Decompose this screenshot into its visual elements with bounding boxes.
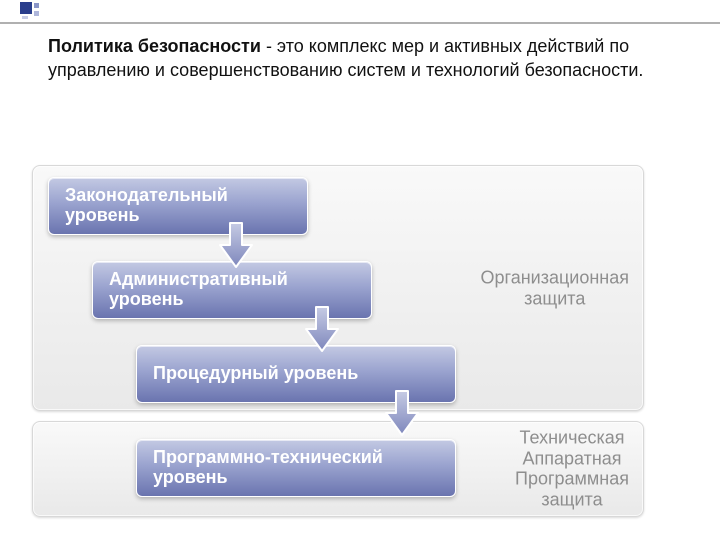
arrow-down-icon — [304, 305, 340, 353]
level-label: Законодательныйуровень — [65, 186, 228, 226]
intro-paragraph: Политика безопасности - это комплекс мер… — [0, 24, 720, 83]
level-label: Административныйуровень — [109, 270, 288, 310]
level-label: Процедурный уровень — [153, 364, 358, 384]
group-label-tech: ТехническаяАппаратнаяПрограммнаязащита — [515, 428, 629, 511]
group-label-org: Организационнаязащита — [481, 267, 629, 308]
level-prog-tech: Программно-техническийуровень — [136, 439, 456, 497]
top-bar — [0, 0, 720, 24]
arrow-down-icon — [384, 389, 420, 437]
intro-term: Политика безопасности — [48, 36, 261, 56]
logo-icon — [20, 2, 42, 20]
level-legislative: Законодательныйуровень — [48, 177, 308, 235]
level-label: Программно-техническийуровень — [153, 448, 383, 488]
arrow-down-icon — [218, 221, 254, 269]
levels-diagram: Организационнаязащита ТехническаяАппаратн… — [32, 165, 644, 525]
